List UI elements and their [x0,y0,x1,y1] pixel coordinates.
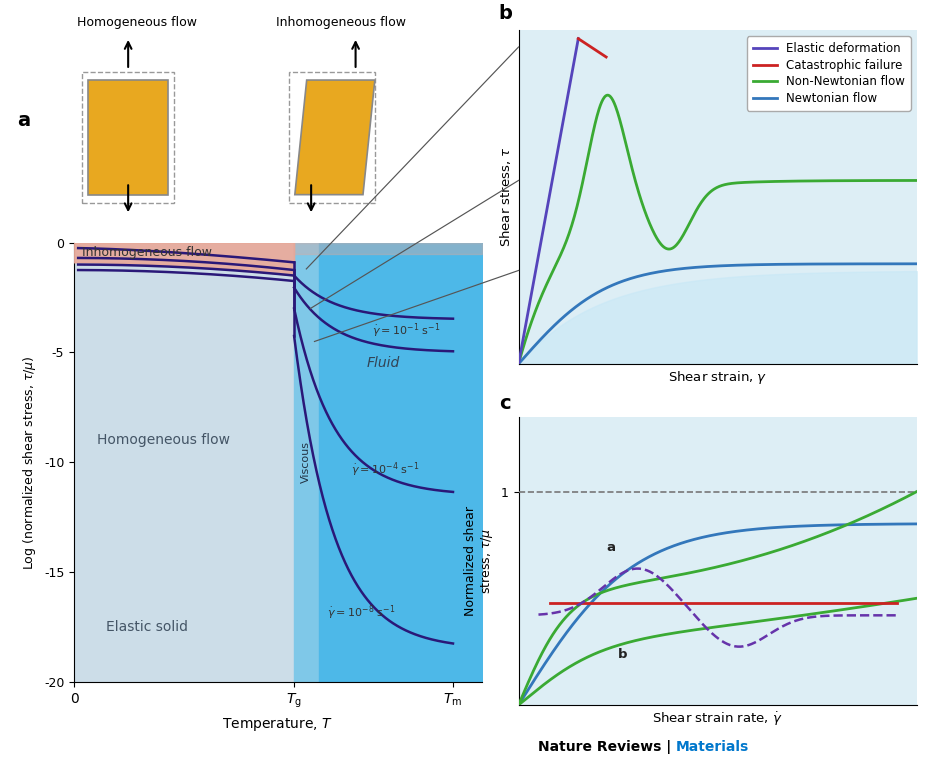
Text: a: a [607,541,615,554]
Bar [289,72,375,203]
Legend: Elastic deformation, Catastrophic failure, Non-Newtonian flow, Newtonian flow: Elastic deformation, Catastrophic failur… [747,36,911,111]
Y-axis label: Log (normalized shear stress, $\tau/\mu$): Log (normalized shear stress, $\tau/\mu$… [21,355,38,570]
Text: b: b [619,648,628,661]
X-axis label: Shear strain rate, $\dot{\gamma}$: Shear strain rate, $\dot{\gamma}$ [653,710,782,728]
Text: c: c [499,394,510,413]
X-axis label: Temperature, $T$: Temperature, $T$ [222,716,333,733]
Text: $\dot{\gamma} = 10^{-4}\ \mathrm{s}^{-1}$: $\dot{\gamma} = 10^{-4}\ \mathrm{s}^{-1}… [351,460,419,479]
Text: Viscous: Viscous [301,441,311,484]
Polygon shape [294,80,375,195]
Text: $\dot{\gamma} = 10^{-1}\ \mathrm{s}^{-1}$: $\dot{\gamma} = 10^{-1}\ \mathrm{s}^{-1}… [371,321,440,340]
Text: Inhomogeneous flow: Inhomogeneous flow [276,16,406,29]
Y-axis label: Normalized shear
stress, $\tau/\mu$: Normalized shear stress, $\tau/\mu$ [464,506,495,616]
X-axis label: Shear strain, $\gamma$: Shear strain, $\gamma$ [668,369,768,387]
Text: Homogeneous flow: Homogeneous flow [97,434,231,447]
Bar [88,80,169,195]
Text: Elastic solid: Elastic solid [106,620,188,634]
Text: Materials: Materials [676,741,749,754]
Y-axis label: Shear stress, $\tau$: Shear stress, $\tau$ [498,147,513,247]
Text: a: a [17,111,31,130]
Text: Nature Reviews |: Nature Reviews | [538,741,676,754]
Text: Fluid: Fluid [367,356,400,371]
Bar [82,72,174,203]
Text: b: b [499,4,512,23]
Text: Homogeneous flow: Homogeneous flow [77,16,197,29]
Text: Inhomogeneous flow: Inhomogeneous flow [82,246,212,259]
Text: $\dot{\gamma} = 10^{-8}\ \mathrm{s}^{-1}$: $\dot{\gamma} = 10^{-8}\ \mathrm{s}^{-1}… [327,603,395,622]
